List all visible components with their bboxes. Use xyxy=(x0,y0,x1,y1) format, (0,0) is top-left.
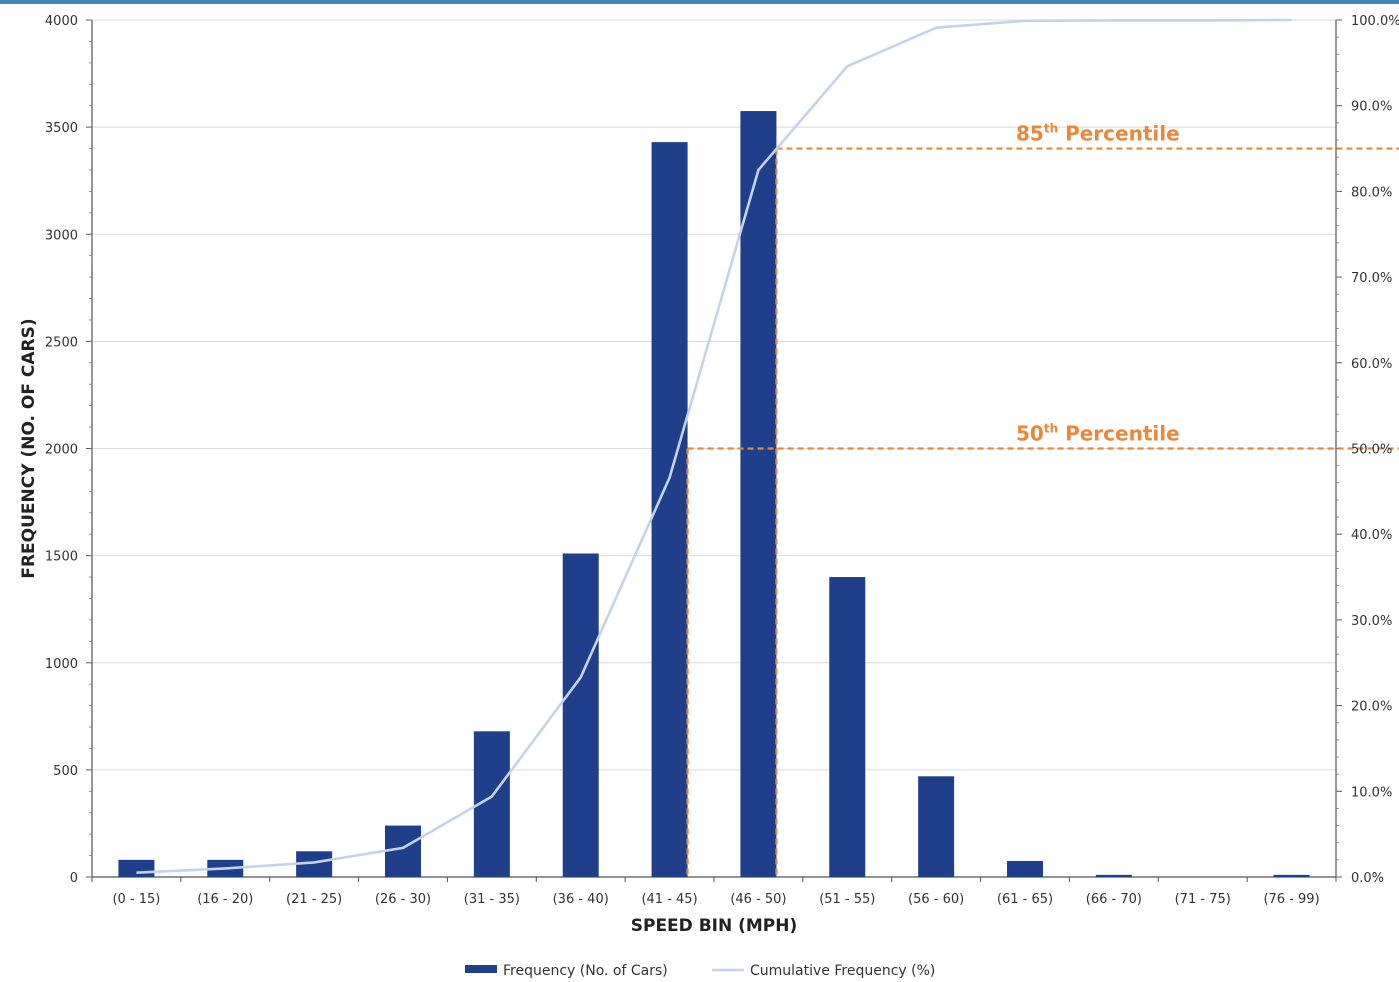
cumulative-frequency-line xyxy=(136,18,1292,875)
percentile-label: 50th Percentile xyxy=(1016,422,1180,446)
frequency-bar xyxy=(562,553,599,877)
legend-label-frequency: Frequency (No. of Cars) xyxy=(503,963,668,979)
category-label: (76 - 99) xyxy=(1263,892,1319,907)
right-tick-label: 30.0% xyxy=(1351,614,1392,629)
right-tick-label: 40.0% xyxy=(1351,528,1392,543)
left-tick-label: 0 xyxy=(70,871,78,886)
legend-label-cumulative: Cumulative Frequency (%) xyxy=(750,963,935,979)
frequency-bar xyxy=(829,577,866,877)
legend: Frequency (No. of Cars) Cumulative Freque… xyxy=(465,963,935,979)
frequency-bar xyxy=(1273,874,1310,877)
legend-swatch-frequency xyxy=(465,965,497,973)
left-tick-label: 500 xyxy=(53,764,78,779)
x-axis-title: SPEED BIN (MPH) xyxy=(631,916,798,936)
category-label: (66 - 70) xyxy=(1086,892,1142,907)
left-tick-label: 4000 xyxy=(45,14,78,29)
frequency-bar xyxy=(651,142,688,877)
left-tick-label: 3500 xyxy=(45,121,78,136)
right-tick-label: 70.0% xyxy=(1351,271,1392,286)
frequency-bar xyxy=(740,111,777,877)
axes xyxy=(86,19,1342,882)
percentile-label: 85th Percentile xyxy=(1016,122,1180,146)
category-label: (71 - 75) xyxy=(1175,892,1231,907)
top-accent-bar xyxy=(0,0,1399,4)
right-tick-label: 90.0% xyxy=(1351,100,1392,115)
frequency-bar xyxy=(118,859,155,877)
right-tick-label: 50.0% xyxy=(1351,443,1392,458)
left-tick-label: 2000 xyxy=(45,443,78,458)
left-tick-label: 1500 xyxy=(45,550,78,565)
right-tick-label: 60.0% xyxy=(1351,357,1392,372)
category-label: (31 - 35) xyxy=(464,892,520,907)
left-tick-label: 2500 xyxy=(45,335,78,350)
category-label: (26 - 30) xyxy=(375,892,431,907)
right-tick-label: 20.0% xyxy=(1351,700,1392,715)
category-label: (56 - 60) xyxy=(908,892,964,907)
category-label: (46 - 50) xyxy=(730,892,786,907)
axis-labels: 0 500 1000 1500 2000 2500 3000 3500 4000 0.0% 10.0… xyxy=(19,14,1399,936)
category-label: (36 - 40) xyxy=(553,892,609,907)
category-label: (0 - 15) xyxy=(112,892,160,907)
right-tick-label: 0.0% xyxy=(1351,871,1384,886)
frequency-bar xyxy=(385,825,421,877)
left-tick-label: 1000 xyxy=(45,657,78,672)
frequency-bar xyxy=(1095,874,1132,877)
category-label: (21 - 25) xyxy=(286,892,342,907)
frequency-bar xyxy=(918,776,955,877)
category-label: (61 - 65) xyxy=(997,892,1053,907)
right-tick-label: 10.0% xyxy=(1351,785,1392,800)
cumulative-line xyxy=(136,18,1292,875)
category-label: (16 - 20) xyxy=(197,892,253,907)
category-label: (51 - 55) xyxy=(819,892,875,907)
category-label: (41 - 45) xyxy=(641,892,697,907)
frequency-bars xyxy=(118,111,1310,877)
right-tick-label: 100.0% xyxy=(1351,14,1399,29)
y-axis-title: FREQUENCY (NO. OF CARS) xyxy=(19,318,39,578)
right-tick-label: 80.0% xyxy=(1351,185,1392,200)
frequency-bar xyxy=(1007,860,1043,877)
percentile-annotations: 85th Percentile 50th Percentile xyxy=(686,122,1399,877)
left-tick-label: 3000 xyxy=(45,228,78,243)
